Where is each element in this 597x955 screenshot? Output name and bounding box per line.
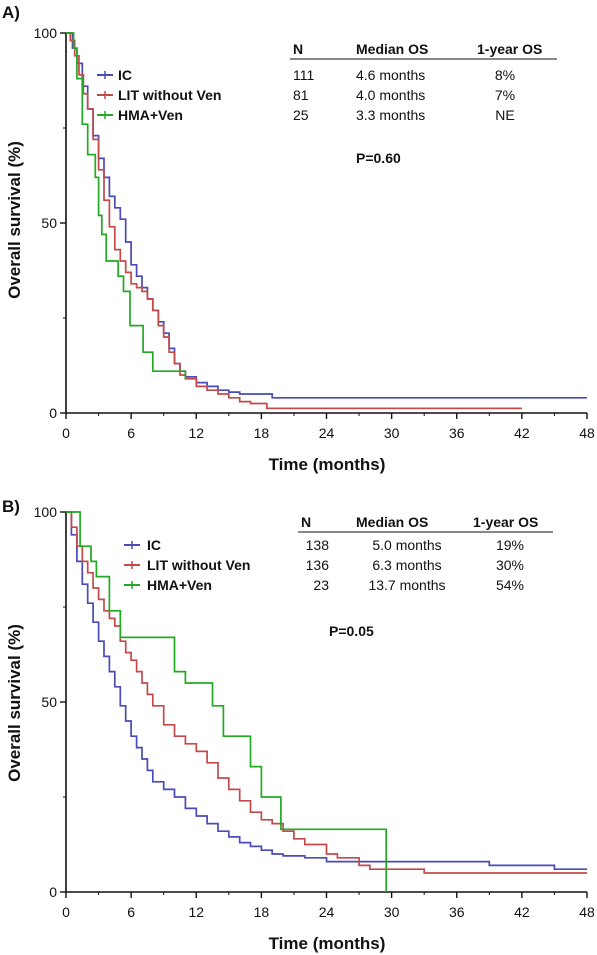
- y-tick-label: 100: [34, 25, 58, 41]
- panel-a: A) Overall survival (%) Time (months) 0 6…: [2, 3, 595, 474]
- table-a-cell: 111: [293, 67, 314, 83]
- x-tick-label: 48: [579, 425, 595, 441]
- panel-b-survival-curves: [66, 511, 587, 892]
- table-b-cell: 19%: [496, 537, 524, 553]
- curve-lit-without-ven: [66, 511, 587, 874]
- table-a-cell: 81: [293, 87, 309, 103]
- legend-item-ic: IC: [124, 537, 161, 553]
- curve-ic: [66, 511, 587, 871]
- panel-a-x-axis-title: Time (months): [269, 455, 386, 474]
- table-b-cell: 5.0 months: [372, 537, 441, 553]
- y-tick-label: 50: [41, 215, 57, 231]
- table-a-cell: 8%: [495, 67, 515, 83]
- table-a-cell: NE: [495, 107, 514, 123]
- panel-a-y-ticks: 0 50 100: [34, 25, 66, 421]
- x-tick-label: 0: [62, 425, 70, 441]
- x-tick-label: 42: [514, 425, 530, 441]
- x-tick-label: 48: [579, 904, 595, 920]
- panel-a-y-axis-title: Overall survival (%): [5, 141, 24, 299]
- curve-lit-without-ven: [66, 32, 522, 410]
- table-b-cell: 54%: [496, 577, 524, 593]
- table-a-header-1yr: 1-year OS: [477, 41, 542, 57]
- table-b-header-n: N: [301, 514, 311, 530]
- table-a-cell: 4.6 months: [356, 67, 425, 83]
- y-tick-label: 100: [34, 504, 58, 520]
- legend-item-lit: LIT without Ven: [124, 557, 250, 573]
- x-tick-label: 42: [514, 904, 530, 920]
- x-tick-label: 6: [127, 425, 135, 441]
- legend-item-hma: HMA+Ven: [97, 107, 183, 123]
- table-a-cell: 4.0 months: [356, 87, 425, 103]
- panel-a-label: A): [2, 3, 20, 22]
- table-b-header-median: Median OS: [356, 514, 428, 530]
- panel-b-y-ticks: 0 50 100: [34, 504, 66, 900]
- panel-b-y-axis-title: Overall survival (%): [5, 624, 24, 782]
- x-tick-label: 36: [449, 904, 465, 920]
- panel-b-legend: IC LIT without Ven HMA+Ven: [124, 537, 250, 593]
- x-tick-label: 6: [127, 904, 135, 920]
- table-b-header-1yr: 1-year OS: [473, 514, 538, 530]
- table-a-cell: 7%: [495, 87, 515, 103]
- panel-b: B) Overall survival (%) Time (months) 0 6…: [2, 497, 595, 953]
- y-tick-label: 0: [49, 405, 57, 421]
- x-tick-label: 36: [449, 425, 465, 441]
- legend-label-hma: HMA+Ven: [147, 577, 212, 593]
- panel-a-p-value: P=0.60: [356, 150, 401, 166]
- curve-hma-ven: [66, 32, 187, 379]
- legend-label-ic: IC: [147, 537, 161, 553]
- panel-a-x-ticks: 0 6 12 18 24 30 36 42 48: [62, 413, 595, 441]
- y-tick-label: 0: [49, 884, 57, 900]
- table-a-cell: 25: [293, 107, 309, 123]
- legend-label-ic: IC: [118, 67, 132, 83]
- table-b-cell: 136: [306, 557, 330, 573]
- panel-b-p-value: P=0.05: [329, 623, 374, 639]
- legend-item-ic: IC: [97, 67, 132, 83]
- table-a-cell: 3.3 months: [356, 107, 425, 123]
- legend-label-lit: LIT without Ven: [118, 87, 221, 103]
- table-b-cell: 23: [313, 577, 329, 593]
- curve-hma-ven: [66, 511, 388, 892]
- svg-text:Overall survival (%): Overall survival (%): [5, 624, 24, 782]
- panel-b-summary-table: N Median OS 1-year OS 138 5.0 months 19%…: [298, 514, 553, 593]
- x-tick-label: 30: [384, 425, 400, 441]
- x-tick-label: 0: [62, 904, 70, 920]
- table-b-cell: 13.7 months: [368, 577, 445, 593]
- x-tick-label: 18: [254, 425, 270, 441]
- panel-b-x-axis-title: Time (months): [269, 934, 386, 953]
- table-b-cell: 6.3 months: [372, 557, 441, 573]
- table-a-header-median: Median OS: [356, 41, 428, 57]
- panel-b-x-ticks: 0 6 12 18 24 30 36 42 48: [62, 892, 595, 920]
- x-tick-label: 30: [384, 904, 400, 920]
- legend-label-hma: HMA+Ven: [118, 107, 183, 123]
- panel-a-legend: IC LIT without Ven HMA+Ven: [97, 67, 221, 123]
- legend-item-lit: LIT without Ven: [97, 87, 221, 103]
- legend-label-lit: LIT without Ven: [147, 557, 250, 573]
- panel-a-survival-curves: [66, 32, 587, 410]
- x-tick-label: 24: [319, 904, 335, 920]
- x-tick-label: 12: [188, 425, 204, 441]
- panel-b-label: B): [2, 497, 20, 516]
- table-a-header-n: N: [293, 41, 303, 57]
- panel-a-summary-table: N Median OS 1-year OS 111 4.6 months 8% …: [290, 41, 557, 123]
- legend-item-hma: HMA+Ven: [124, 577, 212, 593]
- x-tick-label: 24: [319, 425, 335, 441]
- svg-text:Overall survival (%): Overall survival (%): [5, 141, 24, 299]
- table-b-cell: 138: [306, 537, 330, 553]
- x-tick-label: 18: [254, 904, 270, 920]
- table-b-cell: 30%: [496, 557, 524, 573]
- y-tick-label: 50: [41, 694, 57, 710]
- x-tick-label: 12: [188, 904, 204, 920]
